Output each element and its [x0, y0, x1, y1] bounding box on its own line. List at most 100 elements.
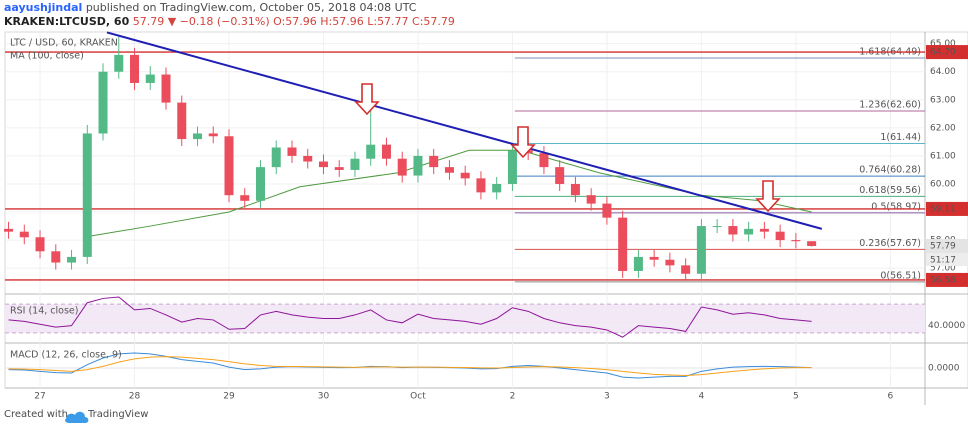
- candle-body: [67, 256, 77, 263]
- candle-body: [177, 102, 187, 140]
- fib-label: 1.236(62.60): [859, 100, 921, 111]
- candle-body: [334, 167, 344, 170]
- candle-body: [350, 158, 360, 170]
- price-box-label: 56.58: [930, 275, 956, 285]
- macd-line: [8, 356, 812, 377]
- candle-body: [224, 136, 234, 196]
- candle-body: [130, 54, 140, 83]
- y-tick-label: 62.00: [930, 123, 956, 133]
- last-price-label: 57.79: [930, 241, 956, 251]
- countdown-box: [926, 252, 968, 266]
- candle-body: [413, 155, 423, 176]
- candle-body: [208, 133, 218, 137]
- arrow: [510, 126, 536, 159]
- candle-body: [381, 144, 391, 159]
- candle-body: [539, 153, 549, 168]
- candle-body: [728, 226, 738, 235]
- footer-text: Created with: [4, 409, 68, 420]
- candle-body: [618, 217, 628, 271]
- candle-body: [633, 256, 643, 271]
- candle-body: [397, 158, 407, 176]
- candle-body: [744, 228, 754, 235]
- y-tick-label: 40.0000: [928, 321, 965, 331]
- candle-body: [429, 155, 439, 168]
- y-tick-label: 65.00: [930, 39, 956, 49]
- x-tick-label: 29: [223, 392, 235, 402]
- price-box-label: 64.70: [930, 48, 956, 58]
- x-tick-label: 27: [34, 392, 45, 402]
- trendline: [106, 31, 823, 230]
- x-tick-label: 28: [129, 392, 141, 402]
- fib-label: 0.764(60.28): [859, 165, 921, 176]
- candle-body: [807, 241, 817, 246]
- published: published on TradingView.com, October 05…: [82, 1, 416, 14]
- candle-body: [98, 71, 108, 134]
- y-tick-label: 64.00: [930, 67, 956, 77]
- last-price-box: [926, 238, 968, 253]
- candle-body: [507, 150, 517, 184]
- fib-label: 0(56.51): [880, 270, 921, 281]
- candle-body: [681, 265, 691, 274]
- candle-body: [287, 147, 297, 156]
- candle-body: [460, 172, 470, 179]
- y-tick-label: 0.0000: [928, 364, 960, 374]
- price-box: [926, 201, 968, 216]
- candle-body: [255, 167, 265, 201]
- x-tick-label: Oct: [410, 392, 426, 402]
- ma-legend: MA (100, close): [10, 51, 84, 62]
- y-tick-label: 57.00: [930, 264, 956, 274]
- candle-body: [4, 228, 14, 232]
- candle-body: [649, 256, 659, 260]
- fib-label: 0.618(59.56): [859, 185, 921, 196]
- candle-body: [665, 259, 675, 266]
- candle-body: [492, 183, 502, 193]
- candle-body: [145, 74, 155, 83]
- footer-brand: TradingView: [87, 409, 148, 420]
- candle-body: [791, 240, 801, 242]
- candle-body: [570, 183, 580, 196]
- candle-body: [555, 167, 565, 184]
- candle-body: [586, 195, 596, 204]
- candle-body: [193, 133, 203, 140]
- x-tick-label: 5: [793, 392, 799, 402]
- x-tick-label: 2: [510, 392, 516, 402]
- rsi-band: [5, 304, 925, 333]
- arrows: [354, 83, 781, 213]
- candle-body: [114, 54, 124, 72]
- candle-body: [696, 226, 706, 274]
- price-box-label: 59.11: [930, 204, 956, 214]
- candle-body: [444, 167, 454, 173]
- plot: 27282930Oct2345657.0058.0059.0060.0061.0…: [4, 31, 968, 402]
- logo: [65, 411, 89, 423]
- header-line: aayushjindal published on TradingView.co…: [4, 1, 417, 14]
- candle-body: [271, 147, 281, 168]
- macd-legend: MACD (12, 26, close, 9): [10, 350, 122, 361]
- candle-body: [303, 155, 313, 162]
- candle-body: [240, 195, 250, 201]
- candle-body: [51, 251, 61, 263]
- price-box: [926, 45, 968, 60]
- symbol: KRAKEN:LTCUSD, 60: [4, 15, 130, 28]
- candle-body: [712, 226, 722, 228]
- y-tick-label: 61.00: [930, 151, 956, 161]
- candle-body: [602, 203, 612, 218]
- quote: 57.79 ▼ −0.18 (−0.31%) O:57.96 H:57.96 L…: [129, 15, 455, 28]
- rsi-line: [8, 296, 812, 338]
- fib-label: 1(61.44): [880, 132, 921, 143]
- y-tick-label: 60.00: [930, 179, 956, 189]
- quote-line: KRAKEN:LTCUSD, 60 57.79 ▼ −0.18 (−0.31%)…: [4, 15, 455, 28]
- author: aayushjindal: [4, 1, 82, 14]
- arrow: [755, 180, 781, 213]
- frame: [4, 31, 968, 389]
- fib-label: 0.5(58.97): [871, 201, 921, 212]
- x-tick-label: 4: [699, 392, 705, 402]
- rsi-legend: RSI (14, close): [10, 306, 78, 317]
- x-tick-label: 6: [887, 392, 893, 402]
- y-tick-label: 63.00: [930, 95, 956, 105]
- candle-body: [318, 161, 328, 168]
- countdown: 51:17: [930, 255, 956, 265]
- candle-body: [161, 74, 171, 103]
- candle-body: [476, 178, 486, 193]
